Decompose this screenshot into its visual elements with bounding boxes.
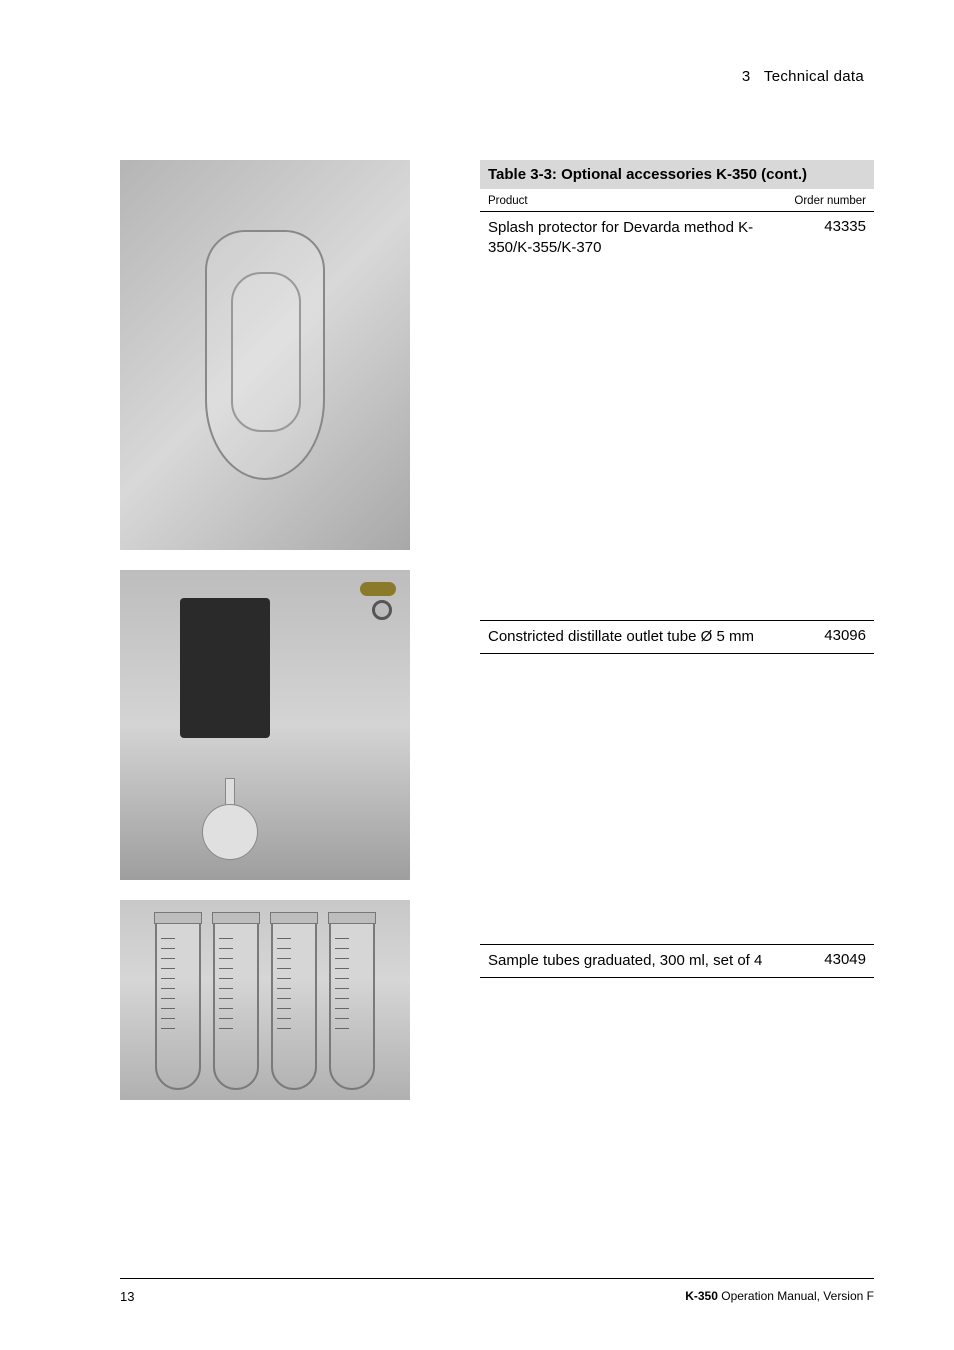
flask-bulb-icon bbox=[202, 804, 258, 860]
left-image-column bbox=[120, 160, 440, 1100]
document-rest: Operation Manual, Version F bbox=[718, 1289, 874, 1303]
page-header: 3 Technical data bbox=[742, 68, 864, 85]
table-row: Sample tubes graduated, 300 ml, set of 4… bbox=[480, 944, 874, 978]
document-model: K-350 bbox=[685, 1289, 718, 1303]
tube-icon bbox=[213, 920, 259, 1090]
table-row: Splash protector for Devarda method K-35… bbox=[480, 212, 874, 265]
chapter-title: Technical data bbox=[764, 68, 864, 85]
product-image-sample-tubes bbox=[120, 900, 410, 1100]
content-area: Table 3-3: Optional accessories K-350 (c… bbox=[120, 160, 874, 1100]
flask-icon bbox=[200, 778, 260, 868]
table-header-row: Product Order number bbox=[480, 189, 874, 212]
glass-vessel-icon bbox=[205, 230, 325, 480]
page-footer: 13 K-350 Operation Manual, Version F bbox=[120, 1278, 874, 1304]
tubes-group-icon bbox=[120, 900, 410, 1100]
table-cell-order: 43096 bbox=[776, 627, 866, 644]
table-cell-order: 43049 bbox=[776, 951, 866, 968]
tube-icon bbox=[271, 920, 317, 1090]
page-container: 3 Technical data bbox=[0, 0, 954, 1350]
table-row: Constricted distillate outlet tube Ø 5 m… bbox=[480, 620, 874, 654]
tube-icon bbox=[155, 920, 201, 1090]
page-number: 13 bbox=[120, 1289, 134, 1304]
table-cell-product: Splash protector for Devarda method K-35… bbox=[488, 218, 776, 259]
table-cell-order: 43335 bbox=[776, 218, 866, 235]
product-image-outlet-tube bbox=[120, 570, 410, 880]
right-table-column: Table 3-3: Optional accessories K-350 (c… bbox=[480, 160, 874, 1100]
table-cell-product: Constricted distillate outlet tube Ø 5 m… bbox=[488, 627, 776, 647]
brand-label-icon bbox=[360, 582, 396, 596]
table-header-product: Product bbox=[488, 195, 766, 207]
glass-inner-icon bbox=[231, 272, 301, 432]
table-header-order: Order number bbox=[766, 195, 866, 207]
instrument-panel-icon bbox=[180, 598, 270, 738]
table-title: Table 3-3: Optional accessories K-350 (c… bbox=[480, 160, 874, 189]
product-image-splash-protector bbox=[120, 160, 410, 550]
spacer bbox=[480, 654, 874, 944]
document-id: K-350 Operation Manual, Version F bbox=[685, 1289, 874, 1304]
tube-icon bbox=[329, 920, 375, 1090]
spacer bbox=[480, 265, 874, 620]
table-cell-product: Sample tubes graduated, 300 ml, set of 4 bbox=[488, 951, 776, 971]
chapter-number: 3 bbox=[742, 68, 751, 85]
valve-knob-icon bbox=[372, 600, 392, 620]
